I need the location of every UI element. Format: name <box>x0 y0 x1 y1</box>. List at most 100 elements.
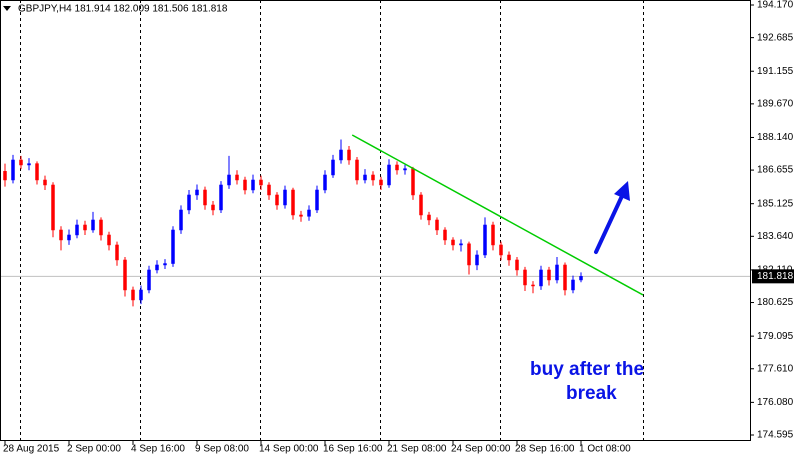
x-tick-label: 14 Sep 00:00 <box>259 444 319 455</box>
x-tick-label: 9 Sep 08:00 <box>195 444 249 455</box>
price-label-box <box>752 269 794 284</box>
candle-body <box>355 159 359 181</box>
candle-body <box>291 189 295 216</box>
candle-body <box>419 194 423 216</box>
candle-body <box>323 174 327 191</box>
candle-body <box>315 189 319 211</box>
y-tick-label: 191.155 <box>757 66 794 77</box>
candle-body <box>283 189 287 206</box>
candle-body <box>499 244 503 256</box>
x-tick-label: 24 Sep 00:00 <box>451 444 511 455</box>
candle-body <box>59 229 63 241</box>
trendline <box>351 134 644 296</box>
x-tick-label: 2 Sep 00:00 <box>67 444 121 455</box>
candle-body <box>51 184 55 231</box>
candle-body <box>459 243 463 246</box>
candle-body <box>331 159 335 176</box>
candle-body <box>19 159 23 166</box>
candle-body <box>203 189 207 206</box>
candle-body <box>363 174 367 181</box>
candle-body <box>379 179 383 186</box>
candle-body <box>139 289 143 301</box>
candle-body <box>411 168 415 196</box>
candle-body <box>43 179 47 186</box>
candle-body <box>83 224 87 231</box>
arrow <box>594 181 630 254</box>
candle-body <box>539 269 543 287</box>
candle-body <box>443 229 447 241</box>
candle-body <box>91 219 95 231</box>
candle-body <box>523 269 527 286</box>
candle-body <box>475 254 479 266</box>
candle-body <box>195 189 199 196</box>
candle-body <box>563 264 567 291</box>
candle-body <box>555 264 559 281</box>
y-tick-label: 188.140 <box>757 132 794 143</box>
x-tick-label: 4 Sep 16:00 <box>131 444 185 455</box>
candle-body <box>251 179 255 191</box>
candle-body <box>211 204 215 211</box>
y-tick-label: 179.095 <box>757 331 794 342</box>
candle-body <box>395 164 399 171</box>
y-tick-label: 186.655 <box>757 165 794 176</box>
plot-frame <box>0 0 751 441</box>
candle-body <box>307 209 311 217</box>
candle-body <box>179 209 183 231</box>
price-label: 181.818 <box>757 271 794 282</box>
candle-body <box>275 194 279 206</box>
candle-body <box>11 159 15 181</box>
candle-body <box>99 219 103 236</box>
candle-body <box>115 244 119 261</box>
y-tick-label: 192.685 <box>757 32 794 43</box>
candle-body <box>267 184 271 196</box>
candle-body <box>227 174 231 186</box>
x-tick-label: 28 Aug 2015 <box>3 444 60 455</box>
y-tick-label: 176.080 <box>757 397 794 408</box>
x-tick-label: 21 Sep 08:00 <box>387 444 447 455</box>
plot-area <box>0 0 750 440</box>
y-tick-label: 185.125 <box>757 198 794 209</box>
candle-body <box>579 276 583 281</box>
candle-body <box>3 171 7 181</box>
candle-body <box>259 179 263 186</box>
y-tick-label: 194.170 <box>757 0 794 11</box>
candle-body <box>123 259 127 291</box>
menu-triangle <box>3 6 11 11</box>
y-tick-label: 180.625 <box>757 297 794 308</box>
candle-body <box>547 269 551 281</box>
x-tick-label: 28 Sep 16:00 <box>515 444 575 455</box>
candle-body <box>571 279 575 291</box>
candle-body <box>35 163 39 181</box>
candle-body <box>67 234 71 241</box>
y-tick-label: 174.595 <box>757 430 794 441</box>
candle-body <box>339 149 343 161</box>
candle-body <box>435 219 439 231</box>
candle-body <box>299 214 303 217</box>
candle-body <box>243 179 247 191</box>
candle-body <box>219 184 223 211</box>
candle-body <box>163 263 167 266</box>
y-tick-label: 189.670 <box>757 98 794 109</box>
candle-body <box>155 264 159 271</box>
chart-title: GBPJPY,H4 181.914 182.009 181.506 181.81… <box>18 4 228 15</box>
candle-body <box>347 149 351 161</box>
candle-body <box>403 168 407 171</box>
y-tick-label: 177.610 <box>757 363 794 374</box>
candle-body <box>483 224 487 256</box>
candle-body <box>147 269 151 291</box>
candle-body <box>235 174 239 181</box>
candle-body <box>107 234 111 246</box>
candle-body <box>75 224 79 236</box>
candle-body <box>531 284 535 287</box>
annotation: break <box>566 383 617 404</box>
candle-body <box>467 243 471 266</box>
annotation: buy after the <box>530 359 644 380</box>
candle-body <box>27 163 31 166</box>
candle-body <box>171 229 175 264</box>
candle-body <box>507 254 511 261</box>
candle-body <box>451 239 455 246</box>
x-tick-label: 1 Oct 08:00 <box>579 444 631 455</box>
candle-body <box>387 164 391 186</box>
x-tick-label: 16 Sep 16:00 <box>323 444 383 455</box>
